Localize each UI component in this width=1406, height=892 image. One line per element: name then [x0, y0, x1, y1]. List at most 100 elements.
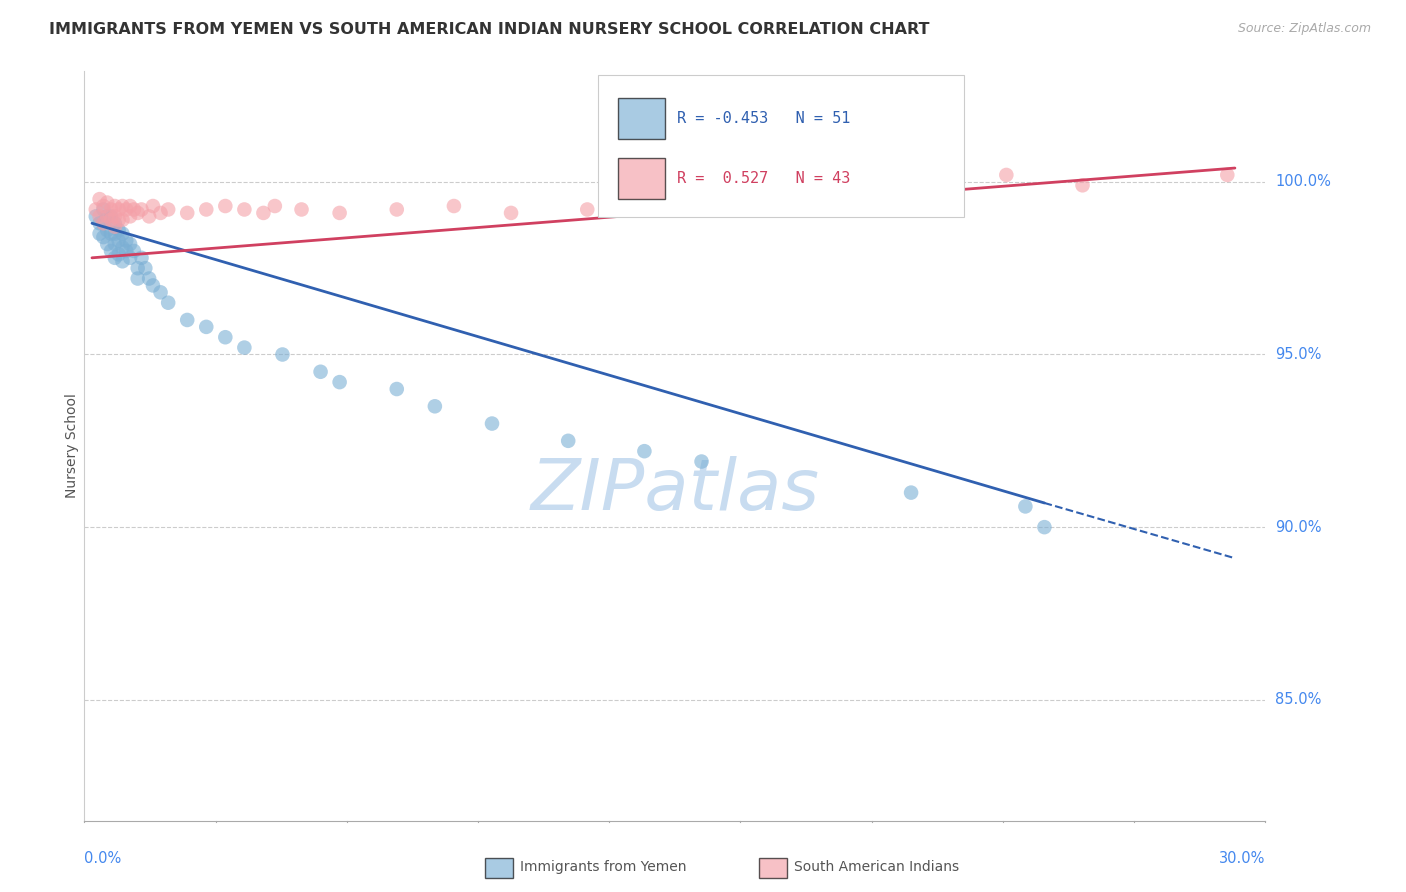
Point — [329, 206, 352, 220]
Point — [690, 454, 713, 468]
Point — [84, 202, 107, 217]
Point — [115, 202, 138, 217]
Point — [104, 216, 127, 230]
Point — [93, 199, 115, 213]
Point — [122, 202, 145, 217]
Point — [111, 240, 134, 254]
Point — [131, 202, 153, 217]
Text: R =  0.527   N = 43: R = 0.527 N = 43 — [678, 171, 851, 186]
Point — [690, 202, 713, 217]
Point — [120, 210, 142, 224]
Point — [100, 227, 122, 241]
Point — [995, 168, 1018, 182]
Point — [576, 202, 599, 217]
Text: Source: ZipAtlas.com: Source: ZipAtlas.com — [1237, 22, 1371, 36]
Point — [89, 210, 111, 224]
Text: 100.0%: 100.0% — [1275, 174, 1331, 189]
Point — [499, 206, 522, 220]
Point — [120, 199, 142, 213]
Text: 85.0%: 85.0% — [1275, 692, 1322, 707]
Point — [633, 444, 655, 458]
Point — [214, 330, 236, 344]
FancyBboxPatch shape — [619, 97, 665, 139]
Point — [157, 295, 180, 310]
Point — [84, 210, 107, 224]
Point — [149, 285, 172, 300]
Point — [176, 206, 198, 220]
Point — [131, 251, 153, 265]
Point — [149, 206, 172, 220]
Point — [96, 210, 118, 224]
Text: South American Indians: South American Indians — [794, 860, 959, 874]
Point — [104, 210, 127, 224]
Point — [142, 278, 165, 293]
Point — [107, 234, 129, 248]
Point — [111, 254, 134, 268]
Point — [195, 202, 218, 217]
Point — [93, 216, 115, 230]
Point — [290, 202, 312, 217]
Text: 95.0%: 95.0% — [1275, 347, 1322, 362]
Point — [93, 202, 115, 217]
Point — [111, 212, 134, 227]
Point — [557, 434, 579, 448]
Text: Immigrants from Yemen: Immigrants from Yemen — [520, 860, 686, 874]
Point — [104, 219, 127, 234]
Text: 30.0%: 30.0% — [1219, 851, 1265, 866]
Point — [107, 247, 129, 261]
Point — [633, 199, 655, 213]
Text: ZIPatlas: ZIPatlas — [530, 457, 820, 525]
Point — [127, 206, 149, 220]
Point — [107, 223, 129, 237]
Point — [233, 202, 256, 217]
Point — [120, 237, 142, 252]
Point — [263, 199, 285, 213]
Point — [176, 313, 198, 327]
Point — [385, 382, 408, 396]
Point — [104, 199, 127, 213]
Point — [93, 216, 115, 230]
Point — [96, 195, 118, 210]
Point — [122, 244, 145, 258]
Point — [900, 485, 922, 500]
Point — [309, 365, 332, 379]
Point — [233, 341, 256, 355]
Point — [1071, 178, 1094, 193]
Point — [423, 399, 446, 413]
Point — [138, 271, 160, 285]
Point — [96, 210, 118, 224]
Text: 90.0%: 90.0% — [1275, 520, 1322, 534]
FancyBboxPatch shape — [619, 158, 665, 199]
Point — [104, 251, 127, 265]
Point — [1216, 168, 1239, 182]
Point — [134, 261, 156, 276]
Point — [107, 202, 129, 217]
Point — [89, 192, 111, 206]
Point — [107, 212, 129, 227]
Point — [138, 210, 160, 224]
Point — [89, 227, 111, 241]
Point — [100, 210, 122, 224]
Point — [115, 244, 138, 258]
Point — [96, 223, 118, 237]
Text: 0.0%: 0.0% — [84, 851, 121, 866]
Point — [93, 230, 115, 244]
Point — [127, 261, 149, 276]
Point — [329, 375, 352, 389]
Point — [443, 199, 465, 213]
Point — [104, 227, 127, 241]
Point — [214, 199, 236, 213]
Y-axis label: Nursery School: Nursery School — [65, 393, 79, 499]
Point — [481, 417, 503, 431]
Point — [1014, 500, 1036, 514]
Point — [111, 199, 134, 213]
Point — [142, 199, 165, 213]
Text: R = -0.453   N = 51: R = -0.453 N = 51 — [678, 112, 851, 126]
Point — [195, 319, 218, 334]
Text: IMMIGRANTS FROM YEMEN VS SOUTH AMERICAN INDIAN NURSERY SCHOOL CORRELATION CHART: IMMIGRANTS FROM YEMEN VS SOUTH AMERICAN … — [49, 22, 929, 37]
Point — [385, 202, 408, 217]
Point — [111, 227, 134, 241]
Point — [120, 251, 142, 265]
FancyBboxPatch shape — [598, 75, 965, 218]
Point — [100, 244, 122, 258]
